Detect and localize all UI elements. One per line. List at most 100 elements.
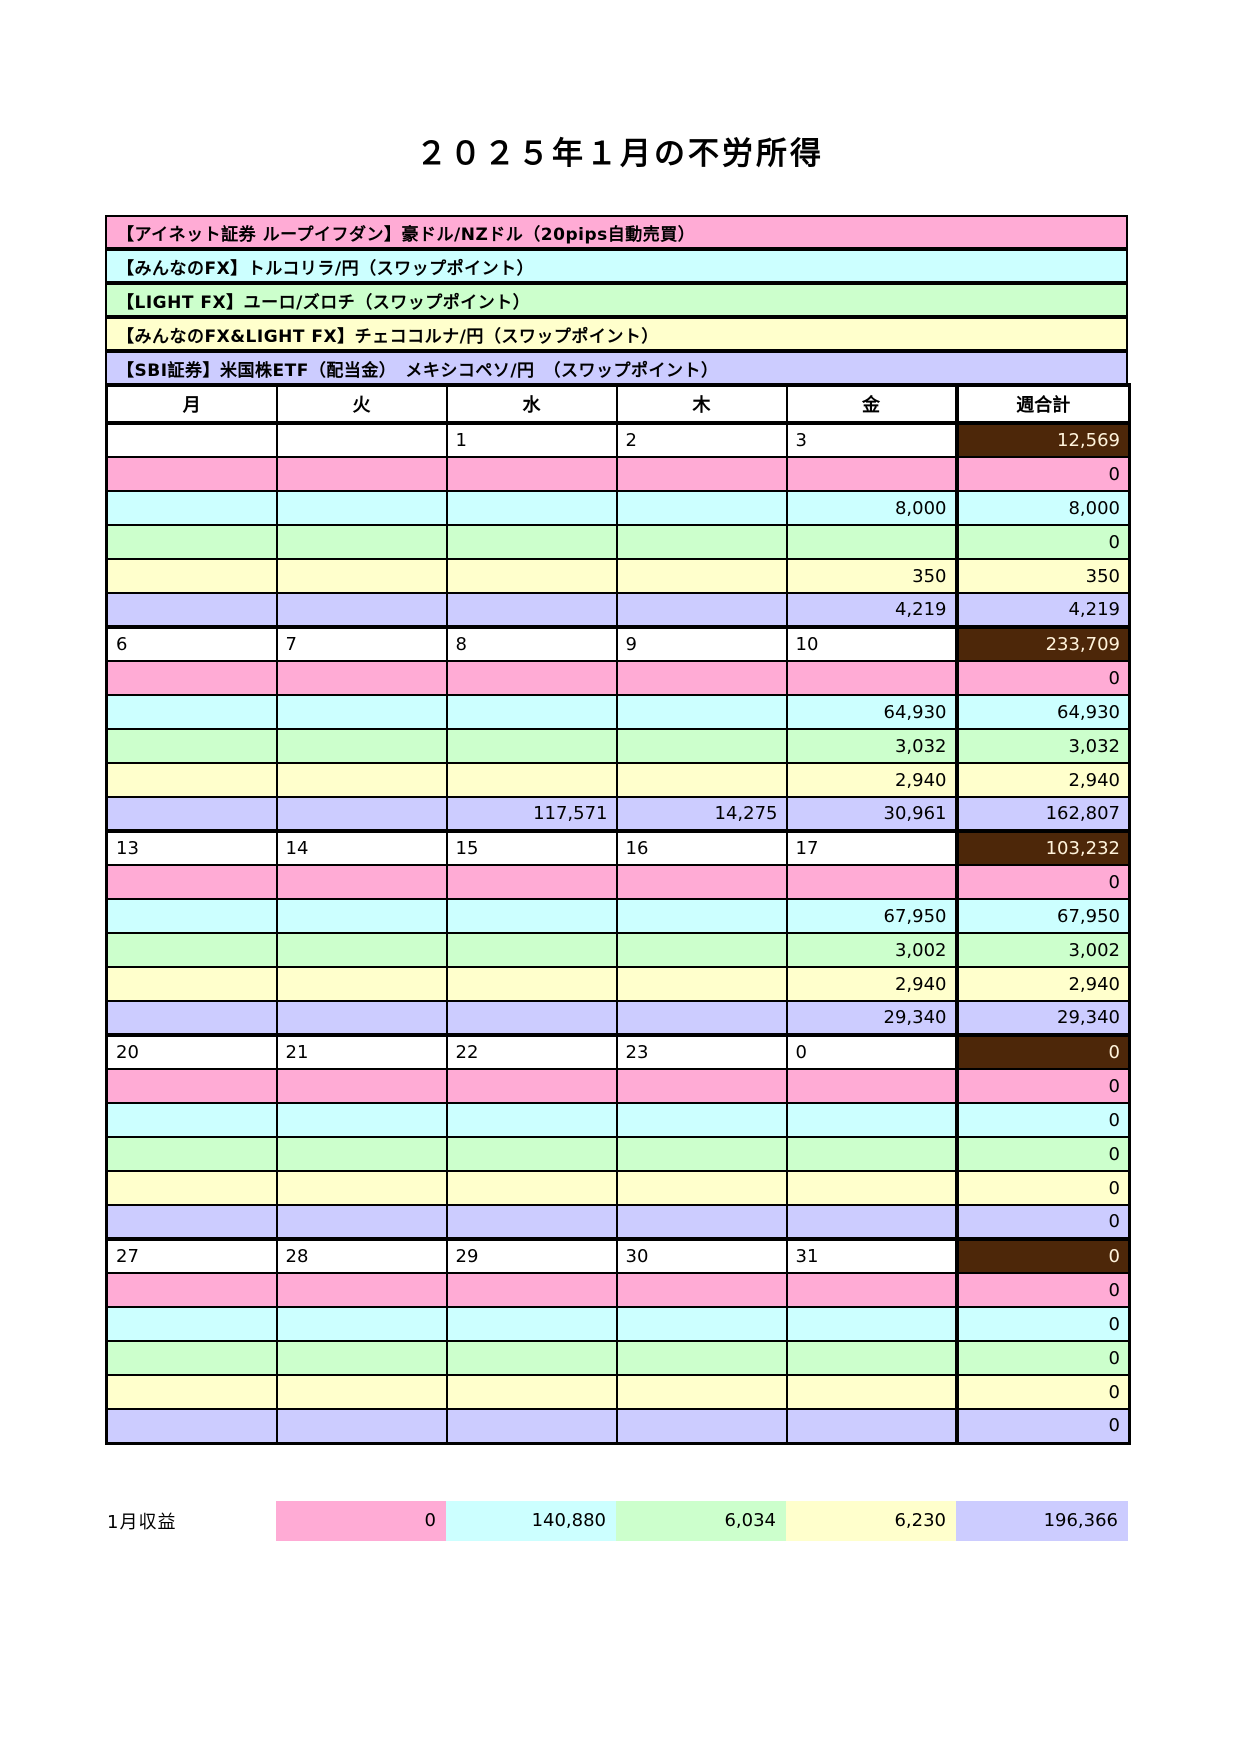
value-cell [275,660,448,696]
date-cell: 31 [785,1237,958,1274]
value-cell [105,728,278,764]
value-cell [275,796,448,832]
income-source-legend: 【アイネット証券 ループイフダン】豪ドル/NZドル（20pips自動売買） 【みん… [105,215,1128,383]
row-week-total-cell: 0 [954,1102,1131,1138]
week-total-cell: 0 [954,1033,1131,1070]
income-row: 2,940 2,940 [105,966,1131,1002]
week-total-header: 週合計 [954,383,1131,425]
income-row: 0 [105,864,1131,900]
value-cell [615,1068,788,1104]
value-cell [275,1340,448,1376]
income-row: 0 [105,660,1131,696]
calendar-table: 月火水木金週合計 1 2 3 12,569 0 8,000 8,000 0 350 350 4,21… [105,383,1131,1445]
value-cell [615,966,788,1002]
value-cell: 3,032 [785,728,958,764]
row-week-total-cell: 0 [954,524,1131,560]
value-cell [445,1102,618,1138]
value-cell [275,524,448,560]
value-cell [615,1170,788,1206]
value-cell [785,1340,958,1376]
summary-cells: 0 140,880 6,034 6,230 196,366 [276,1500,1128,1541]
income-row: 2,940 2,940 [105,762,1131,798]
value-cell [105,1272,278,1308]
income-row: 0 [105,456,1131,492]
summary-value-cell: 140,880 [446,1500,616,1541]
value-cell [445,524,618,560]
legend-item: 【LIGHT FX】ユーロ/ズロチ（スワップポイント） [107,285,1126,319]
value-cell [275,1102,448,1138]
value-cell: 8,000 [785,490,958,526]
date-cell: 14 [275,829,448,866]
value-cell [785,456,958,492]
row-week-total-cell: 0 [954,1136,1131,1172]
value-cell [275,728,448,764]
week-date-row: 13 14 15 16 17 103,232 [105,829,1131,866]
value-cell [615,728,788,764]
value-cell [445,660,618,696]
value-cell: 14,275 [615,796,788,832]
summary-value-cell: 0 [276,1500,446,1541]
income-row: 117,571 14,275 30,961 162,807 [105,796,1131,832]
income-row: 0 [105,1170,1131,1206]
date-cell: 8 [445,625,618,662]
row-week-total-cell: 0 [954,1340,1131,1376]
day-header: 木 [615,383,788,425]
value-cell [445,864,618,900]
week-total-cell: 12,569 [954,421,1131,458]
value-cell: 4,219 [785,592,958,628]
value-cell [615,864,788,900]
row-week-total-cell: 0 [954,864,1131,900]
value-cell [785,1408,958,1444]
value-cell [445,762,618,798]
value-cell [445,1068,618,1104]
value-cell [785,1306,958,1342]
value-cell: 117,571 [445,796,618,832]
day-header: 火 [275,383,448,425]
value-cell [615,1306,788,1342]
row-week-total-cell: 67,950 [954,898,1131,934]
value-cell [275,1374,448,1410]
income-row: 0 [105,1374,1131,1410]
value-cell [615,1340,788,1376]
row-week-total-cell: 0 [954,1272,1131,1308]
legend-item: 【アイネット証券 ループイフダン】豪ドル/NZドル（20pips自動売買） [107,217,1126,251]
row-week-total-cell: 64,930 [954,694,1131,730]
value-cell [275,1306,448,1342]
row-week-total-cell: 350 [954,558,1131,594]
row-week-total-cell: 0 [954,1306,1131,1342]
value-cell [615,490,788,526]
value-cell [445,490,618,526]
value-cell [275,456,448,492]
value-cell [615,694,788,730]
value-cell: 2,940 [785,762,958,798]
value-cell [105,898,278,934]
day-header: 水 [445,383,618,425]
row-week-total-cell: 29,340 [954,1000,1131,1036]
value-cell [105,1408,278,1444]
day-header: 金 [785,383,958,425]
value-cell [275,864,448,900]
monthly-summary-row: 1月収益 0 140,880 6,034 6,230 196,366 [105,1500,1128,1541]
value-cell [785,1204,958,1240]
value-cell [105,1000,278,1036]
date-cell: 30 [615,1237,788,1274]
income-row: 67,950 67,950 [105,898,1131,934]
value-cell: 30,961 [785,796,958,832]
week-total-cell: 103,232 [954,829,1131,866]
date-cell: 22 [445,1033,618,1070]
value-cell [615,456,788,492]
value-cell [615,1102,788,1138]
week-date-row: 6 7 8 9 10 233,709 [105,625,1131,662]
value-cell [615,1374,788,1410]
date-cell: 13 [105,829,278,866]
value-cell [105,694,278,730]
income-row: 64,930 64,930 [105,694,1131,730]
value-cell [275,898,448,934]
date-cell: 23 [615,1033,788,1070]
value-cell [275,694,448,730]
date-cell: 3 [785,421,958,458]
value-cell [615,660,788,696]
value-cell: 67,950 [785,898,958,934]
value-cell [615,762,788,798]
value-cell [105,796,278,832]
